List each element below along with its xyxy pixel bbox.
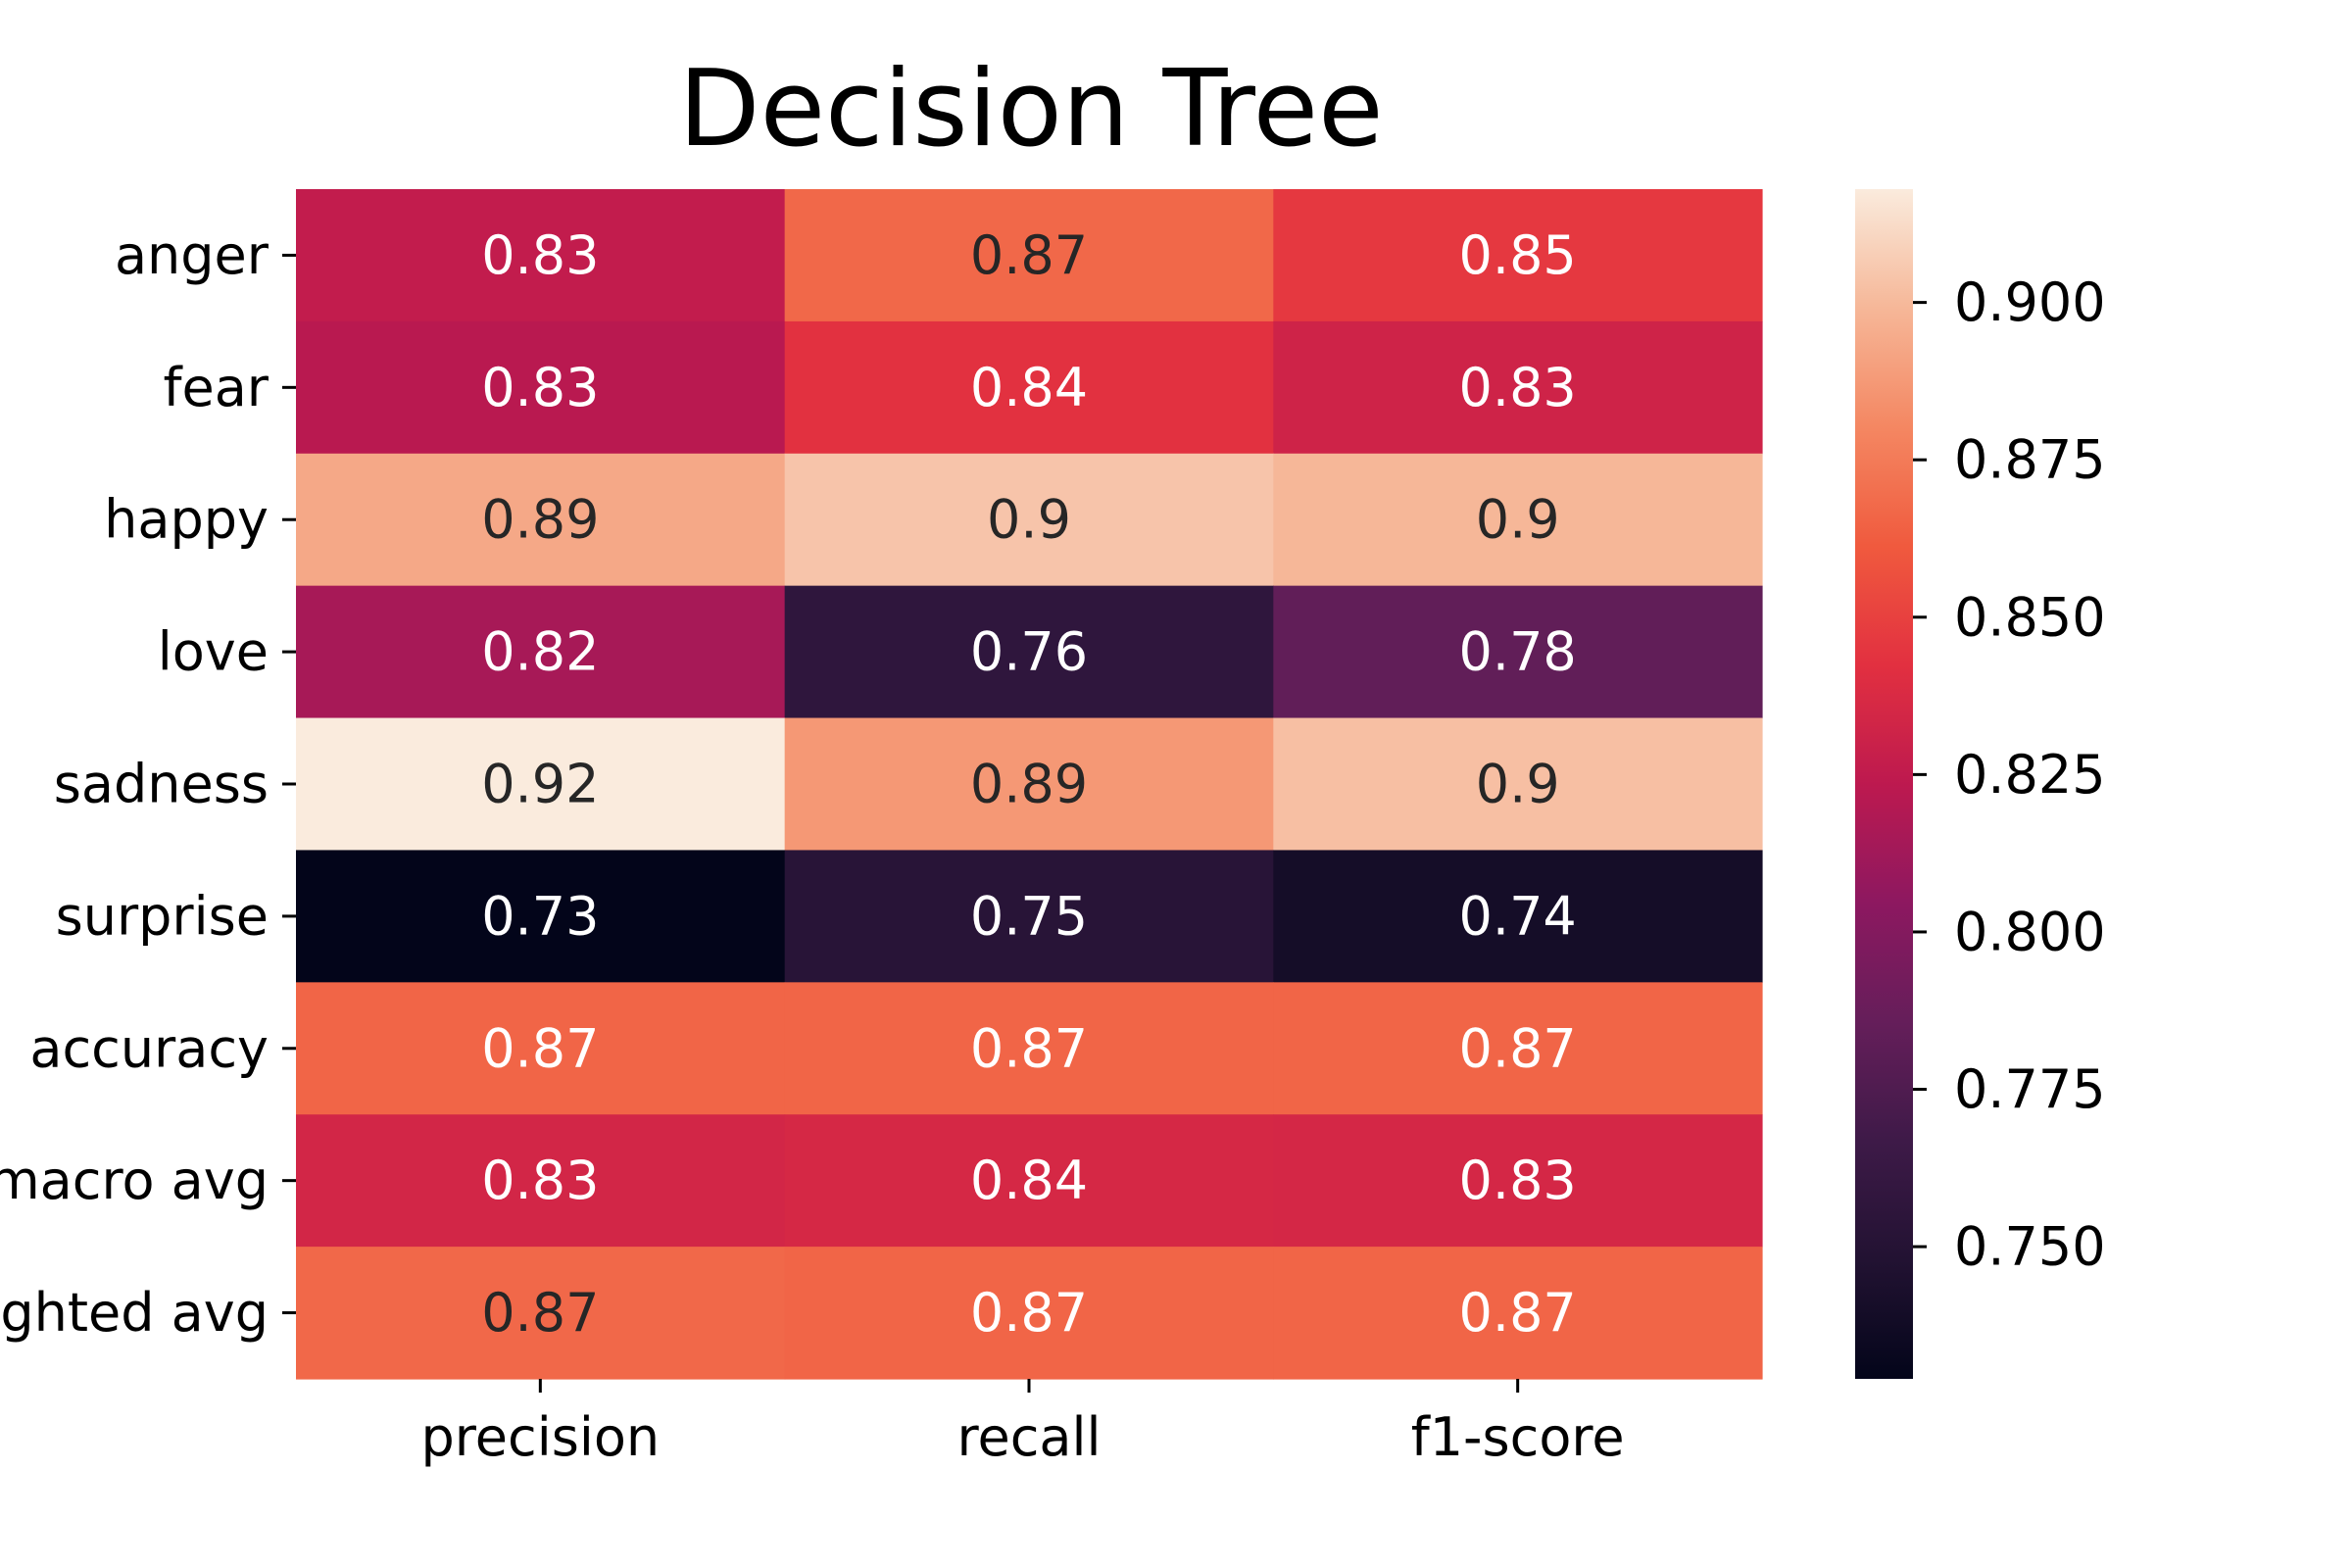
cell-value-label: 0.87: [481, 1017, 599, 1079]
cell-value-label: 0.87: [970, 224, 1088, 286]
colorbar-tick-label: 0.875: [1954, 429, 2106, 491]
heatmap-cell-fear-recall: [784, 320, 1274, 455]
heatmap-cell-fear-precision: [296, 320, 786, 455]
colorbar-tick-label: 0.750: [1954, 1216, 2106, 1278]
cell-value-label: 0.83: [1459, 357, 1577, 418]
cell-annotations: 0.83 0.87 0.85 0.83 0.84 0.83 0.89 0.9 0.9 0.82 0.…: [481, 224, 1577, 1344]
cell-value-label: 0.9: [1476, 754, 1560, 815]
colorbar-tick-label: 0.850: [1954, 586, 2106, 648]
heatmap-cells: [296, 189, 1763, 1380]
cell-value-label: 0.89: [481, 489, 599, 551]
cell-value-label: 0.85: [1459, 224, 1577, 286]
y-tick-label: anger: [115, 224, 270, 286]
colorbar-tick-label: 0.825: [1954, 744, 2106, 806]
cell-value-label: 0.87: [481, 1282, 599, 1344]
heatmap-cell-surprise-recall: [784, 850, 1274, 983]
cell-value-label: 0.82: [481, 621, 599, 683]
cell-value-label: 0.9: [987, 489, 1071, 551]
cell-value-label: 0.83: [1459, 1150, 1577, 1211]
cell-value-label: 0.87: [970, 1282, 1088, 1344]
heatmap-cell-accuracy-precision: [296, 982, 786, 1115]
heatmap-cell-love-f1-score: [1273, 585, 1763, 719]
y-tick-label: accuracy: [29, 1017, 269, 1079]
heatmap-cell-anger-precision: [296, 189, 786, 322]
x-axis: precision recall f1-score: [421, 1379, 1625, 1468]
cell-value-label: 0.73: [481, 885, 599, 947]
x-tick-label: recall: [956, 1406, 1101, 1468]
colorbar-tick-label: 0.900: [1954, 271, 2106, 333]
cell-value-label: 0.84: [970, 357, 1088, 418]
heatmap-cell-weighted-avg-f1-score: [1273, 1247, 1763, 1380]
cell-value-label: 0.84: [970, 1150, 1088, 1211]
heatmap-cell-happy-precision: [296, 453, 786, 587]
heatmap-cell-fear-f1-score: [1273, 320, 1763, 455]
cell-value-label: 0.83: [481, 224, 599, 286]
heatmap-cell-happy-f1-score: [1273, 453, 1763, 587]
cell-value-label: 0.75: [970, 885, 1088, 947]
heatmap-cell-weighted-avg-precision: [296, 1247, 786, 1380]
y-tick-label: fear: [163, 357, 269, 418]
cell-value-label: 0.83: [481, 1150, 599, 1211]
chart-title: Decision Tree: [678, 48, 1383, 171]
colorbar: 0.750 0.775 0.800 0.825 0.850 0.875 0.900: [1855, 189, 2106, 1379]
y-tick-label: sadness: [54, 754, 269, 815]
heatmap-cell-macro-avg-f1-score: [1273, 1114, 1763, 1248]
heatmap-cell-sadness-f1-score: [1273, 717, 1763, 852]
cell-value-label: 0.83: [481, 357, 599, 418]
cell-value-label: 0.9: [1476, 489, 1560, 551]
y-tick-label: macro avg: [0, 1150, 269, 1211]
cell-value-label: 0.87: [1459, 1282, 1577, 1344]
heatmap-cell-surprise-precision: [296, 850, 786, 983]
y-axis: anger fear happy love sadness surprise accurac…: [0, 224, 296, 1344]
heatmap-cell-love-recall: [784, 585, 1274, 719]
x-tick-label: precision: [421, 1406, 661, 1468]
cell-value-label: 0.89: [970, 754, 1088, 815]
heatmap-cell-weighted-avg-recall: [784, 1247, 1274, 1380]
heatmap-cell-love-precision: [296, 585, 786, 719]
cell-value-label: 0.78: [1459, 621, 1577, 683]
heatmap-cell-accuracy-f1-score: [1273, 982, 1763, 1115]
cell-value-label: 0.87: [970, 1017, 1088, 1079]
cell-value-label: 0.76: [970, 621, 1088, 683]
heatmap-cell-surprise-f1-score: [1273, 850, 1763, 983]
x-tick-label: f1-score: [1411, 1406, 1625, 1468]
colorbar-gradient: [1855, 189, 1913, 1379]
colorbar-tick-label: 0.800: [1954, 901, 2106, 962]
y-tick-label: happy: [104, 489, 269, 551]
heatmap-cell-happy-recall: [784, 453, 1274, 587]
heatmap-cell-anger-f1-score: [1273, 189, 1763, 322]
y-tick-label: surprise: [56, 885, 269, 947]
heatmap-cell-sadness-recall: [784, 717, 1274, 852]
heatmap-cell-sadness-precision: [296, 717, 786, 852]
cell-value-label: 0.92: [481, 754, 599, 815]
heatmap-cell-accuracy-recall: [784, 982, 1274, 1115]
heatmap-cell-macro-avg-recall: [784, 1114, 1274, 1248]
heatmap-cell-macro-avg-precision: [296, 1114, 786, 1248]
cell-value-label: 0.87: [1459, 1017, 1577, 1079]
y-tick-label: weighted avg: [0, 1282, 269, 1344]
cell-value-label: 0.74: [1459, 885, 1577, 947]
colorbar-tick-label: 0.775: [1954, 1058, 2106, 1120]
y-tick-label: love: [158, 621, 269, 683]
heatmap-cell-anger-recall: [784, 189, 1274, 322]
